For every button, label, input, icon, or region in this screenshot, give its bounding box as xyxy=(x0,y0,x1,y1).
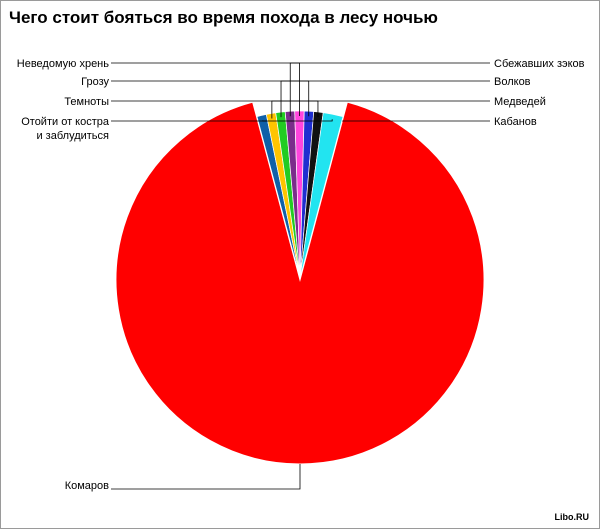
slice-label-неведомую-хрень: Неведомую хрень xyxy=(17,58,109,70)
slice-label-сбежавших-зэков: Сбежавших зэков xyxy=(494,58,585,70)
chart-title: Чего стоит бояться во время похода в лес… xyxy=(9,8,438,27)
slice-label-комаров: Комаров xyxy=(65,480,109,492)
pie-slice-комаров xyxy=(115,101,485,465)
slice-label-медведей: Медведей xyxy=(494,96,546,108)
slice-label-отойти-от-костра-и-заблудиться-0: Отойти от костра xyxy=(21,116,110,128)
callout-line-сбежавших-зэков xyxy=(289,62,490,117)
pie-slice-отойти-от-костра-и-заблудиться xyxy=(299,112,344,279)
callout-line-неведомую-хрень xyxy=(111,62,300,117)
slice-label-темноты: Темноты xyxy=(64,96,109,108)
callout-line-грозу xyxy=(111,80,310,117)
slice-label-грозу: Грозу xyxy=(81,76,109,88)
slice-label-кабанов: Кабанов xyxy=(494,116,537,128)
callout-line-комаров xyxy=(111,464,301,490)
slice-label-отойти-от-костра-и-заблудиться-1: и заблудиться xyxy=(36,130,109,142)
callout-line-темноты xyxy=(111,100,319,118)
slice-label-волков: Волков xyxy=(494,76,531,88)
watermark: Libo.RU xyxy=(554,512,590,522)
callout-line-отойти-от-костра-и-заблудиться xyxy=(111,119,333,122)
